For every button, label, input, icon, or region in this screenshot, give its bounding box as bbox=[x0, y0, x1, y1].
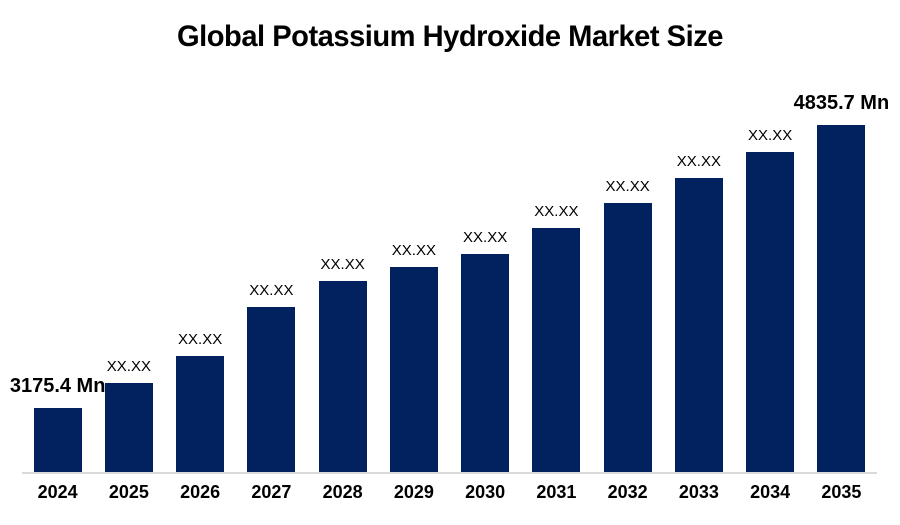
bar-2031 bbox=[532, 228, 581, 472]
bars-row: 3175.4 Mn XX.XX XX.XX XX.XX XX.XX XX.XX XX.XX X… bbox=[10, 0, 889, 472]
x-axis-tick-label-2029: 2029 bbox=[393, 482, 434, 502]
plot-area: 3175.4 Mn XX.XX XX.XX XX.XX XX.XX XX.XX XX.XX X… bbox=[10, 0, 889, 472]
bar-slot-2031: XX.XX bbox=[521, 0, 592, 472]
x-axis-tick-label-2035: 2035 bbox=[821, 482, 862, 502]
x-axis-tick-label-2030: 2030 bbox=[465, 482, 506, 502]
x-axis-tick-label-2026: 2026 bbox=[180, 482, 221, 502]
bar-value-label-2035: 4835.7 Mn bbox=[793, 92, 890, 114]
bar-value-label-2032: XX.XX bbox=[605, 178, 650, 195]
bar-value-label-2029: XX.XX bbox=[391, 242, 436, 259]
x-axis-tick-label-2034: 2034 bbox=[750, 482, 791, 502]
x-axis-tick-label-2028: 2028 bbox=[322, 482, 363, 502]
x-axis-tick-label-2032: 2032 bbox=[607, 482, 648, 502]
bar-slot-2033: XX.XX bbox=[663, 0, 734, 472]
bar-value-label-2027: XX.XX bbox=[249, 282, 294, 299]
bar-2032 bbox=[603, 203, 652, 472]
bar-slot-2032: XX.XX bbox=[592, 0, 663, 472]
bar-slot-2034: XX.XX bbox=[735, 0, 806, 472]
bar-slot-2029: XX.XX bbox=[378, 0, 449, 472]
bar-slot-2035: 4835.7 Mn bbox=[794, 0, 889, 472]
bar-slot-2030: XX.XX bbox=[450, 0, 521, 472]
bar-2025 bbox=[104, 383, 153, 472]
x-axis-tick-label-2027: 2027 bbox=[251, 482, 292, 502]
bar-2029 bbox=[389, 267, 438, 472]
bar-2024 bbox=[33, 408, 82, 472]
bar-slot-2027: XX.XX bbox=[236, 0, 307, 472]
bar-value-label-2033: XX.XX bbox=[676, 153, 721, 170]
x-axis-line bbox=[22, 472, 877, 474]
bar-2027 bbox=[247, 307, 296, 472]
bar-value-label-2030: XX.XX bbox=[463, 229, 508, 246]
bar-value-label-2034: XX.XX bbox=[748, 127, 793, 144]
bar-value-label-2024: 3175.4 Mn bbox=[9, 375, 106, 397]
bar-2035 bbox=[817, 125, 866, 472]
x-axis-tick-label-2024: 2024 bbox=[37, 482, 78, 502]
bar-value-label-2026: XX.XX bbox=[178, 331, 223, 348]
bar-value-label-2031: XX.XX bbox=[534, 203, 579, 220]
x-axis-labels: 2024 2025 2026 2027 2028 2029 2030 2031 2032 2033… bbox=[22, 482, 877, 503]
bar-2033 bbox=[674, 178, 723, 472]
bar-2028 bbox=[318, 281, 367, 472]
x-axis-tick-label-2025: 2025 bbox=[108, 482, 149, 502]
bar-slot-2024: 3175.4 Mn bbox=[10, 0, 105, 472]
bar-slot-2028: XX.XX bbox=[307, 0, 378, 472]
bar-2026 bbox=[176, 356, 225, 472]
bar-2034 bbox=[746, 152, 795, 472]
chart-title: Global Potassium Hydroxide Market Size bbox=[177, 20, 723, 53]
bar-value-label-2025: XX.XX bbox=[106, 358, 151, 375]
bar-slot-2026: XX.XX bbox=[165, 0, 236, 472]
bar-value-label-2028: XX.XX bbox=[320, 256, 365, 273]
x-axis-tick-label-2033: 2033 bbox=[678, 482, 719, 502]
bar-slot-2025: XX.XX bbox=[93, 0, 164, 472]
x-axis-tick-label-2031: 2031 bbox=[536, 482, 577, 502]
bar-2030 bbox=[461, 254, 510, 472]
